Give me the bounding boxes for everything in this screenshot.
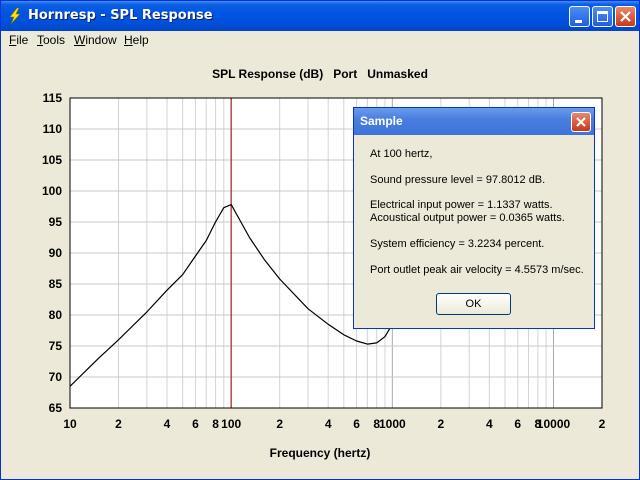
menu-help[interactable]: Help bbox=[124, 33, 149, 47]
minimize-icon bbox=[575, 20, 582, 23]
minimize-button[interactable] bbox=[569, 6, 590, 27]
dialog-title-bar[interactable]: Sample bbox=[354, 108, 594, 135]
x-tick-label: 8 bbox=[535, 417, 542, 431]
dialog-line-velocity: Port outlet peak air velocity = 4.5573 m… bbox=[370, 264, 584, 276]
window-title: Hornresp - SPL Response bbox=[28, 8, 213, 23]
title-bar[interactable]: Hornresp - SPL Response bbox=[1, 1, 639, 31]
maximize-icon bbox=[597, 11, 608, 22]
y-tick-label: 65 bbox=[49, 401, 63, 415]
x-tick-label: 6 bbox=[353, 417, 360, 431]
x-tick-label: 2 bbox=[276, 417, 283, 431]
x-tick-label: 8 bbox=[212, 417, 219, 431]
dialog-line-input-power: Electrical input power = 1.1337 watts. bbox=[370, 199, 553, 211]
x-tick-label: 8 bbox=[373, 417, 380, 431]
y-tick-label: 75 bbox=[49, 339, 63, 353]
y-tick-label: 105 bbox=[42, 153, 62, 167]
x-axis-label: Frequency (hertz) bbox=[269, 446, 371, 460]
menu-bar: File Tools Window Help bbox=[1, 31, 639, 49]
dialog-line-output-power: Acoustical output power = 0.0365 watts. bbox=[370, 212, 565, 224]
x-tick-label: 10000 bbox=[537, 417, 571, 431]
ok-button[interactable]: OK bbox=[436, 293, 511, 315]
x-tick-label: 100 bbox=[221, 417, 241, 431]
x-tick-label: 2 bbox=[115, 417, 122, 431]
dialog-close-button[interactable] bbox=[571, 112, 591, 132]
y-tick-label: 70 bbox=[49, 370, 63, 384]
x-tick-label: 1000 bbox=[379, 417, 406, 431]
menu-file[interactable]: File bbox=[9, 33, 29, 47]
lightning-bolt-icon bbox=[9, 8, 21, 24]
x-tick-label: 4 bbox=[164, 417, 171, 431]
y-tick-label: 115 bbox=[43, 91, 63, 105]
close-icon bbox=[620, 11, 631, 22]
x-tick-label: 2 bbox=[599, 417, 606, 431]
x-tick-label: 4 bbox=[325, 417, 332, 431]
x-tick-label: 4 bbox=[486, 417, 493, 431]
x-tick-label: 2 bbox=[437, 417, 444, 431]
maximize-button[interactable] bbox=[592, 6, 613, 27]
sample-dialog: Sample At 100 hertz, Sound pressure leve… bbox=[353, 107, 595, 329]
x-tick-label: 10 bbox=[63, 417, 77, 431]
x-tick-label: 6 bbox=[514, 417, 521, 431]
dialog-line-spl: Sound pressure level = 97.8012 dB. bbox=[370, 174, 546, 186]
chart-title: SPL Response (dB) Port Unmasked bbox=[212, 67, 428, 81]
x-tick-label: 6 bbox=[192, 417, 199, 431]
dialog-line-efficiency: System efficiency = 3.2234 percent. bbox=[370, 238, 545, 250]
close-button[interactable] bbox=[615, 6, 636, 27]
plot-border bbox=[69, 97, 603, 409]
y-tick-label: 90 bbox=[49, 246, 63, 260]
y-tick-label: 110 bbox=[43, 122, 63, 136]
dialog-line-frequency: At 100 hertz, bbox=[370, 148, 433, 160]
menu-window[interactable]: Window bbox=[74, 33, 117, 47]
dialog-title: Sample bbox=[360, 114, 403, 128]
y-tick-label: 85 bbox=[49, 277, 63, 291]
spl-curve bbox=[69, 204, 393, 387]
y-tick-label: 80 bbox=[49, 308, 63, 322]
close-icon bbox=[576, 117, 586, 127]
y-tick-label: 95 bbox=[49, 215, 63, 229]
menu-tools[interactable]: Tools bbox=[37, 33, 66, 47]
y-tick-label: 100 bbox=[42, 184, 62, 198]
